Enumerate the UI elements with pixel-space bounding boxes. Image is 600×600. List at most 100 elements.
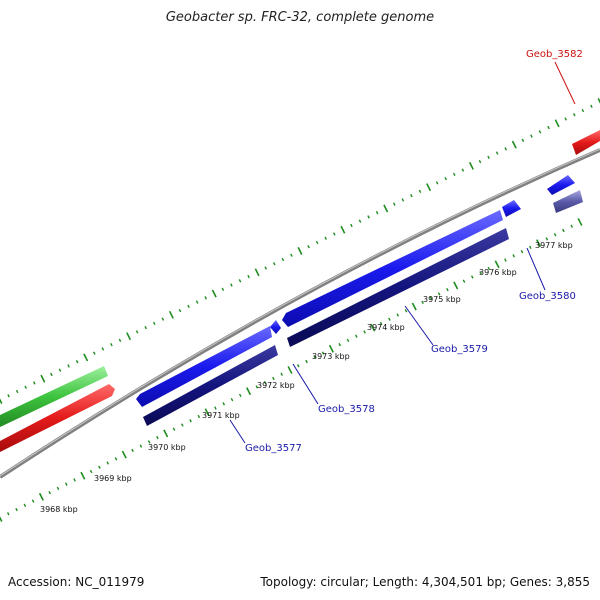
minor-tick bbox=[530, 134, 533, 138]
major-tick bbox=[297, 247, 303, 255]
minor-tick bbox=[135, 330, 139, 334]
leader-geob-3578 bbox=[292, 363, 319, 405]
minor-tick bbox=[538, 130, 542, 134]
gene-label-geob-3579: Geob_3579 bbox=[431, 344, 488, 355]
minor-tick bbox=[58, 368, 62, 372]
scale-label: 3977 kbp bbox=[535, 241, 573, 250]
minor-tick bbox=[15, 507, 18, 512]
major-tick bbox=[453, 281, 459, 290]
cds-navy-long bbox=[287, 228, 509, 347]
minor-tick bbox=[189, 419, 192, 423]
minor-tick bbox=[462, 279, 466, 283]
minor-tick bbox=[195, 300, 199, 304]
minor-tick bbox=[332, 232, 336, 236]
major-tick bbox=[328, 344, 334, 353]
major-tick bbox=[211, 289, 217, 298]
minor-tick bbox=[495, 151, 499, 155]
minor-tick bbox=[32, 381, 36, 385]
scale-label: 3975 kbp bbox=[423, 295, 461, 304]
scale-label: 3970 kbp bbox=[148, 443, 186, 452]
cds-geob-3578 bbox=[143, 345, 278, 426]
minor-tick bbox=[7, 394, 10, 398]
minor-tick bbox=[487, 155, 490, 159]
scale-label: 3973 kbp bbox=[312, 352, 350, 361]
inner-tick-row bbox=[0, 218, 583, 522]
cds-lavender bbox=[553, 190, 583, 213]
major-tick bbox=[411, 302, 417, 311]
major-tick bbox=[40, 374, 46, 383]
minor-tick bbox=[214, 406, 217, 410]
minor-tick bbox=[553, 233, 557, 237]
minor-tick bbox=[221, 287, 225, 291]
minor-tick bbox=[106, 461, 110, 465]
minor-tick bbox=[504, 147, 508, 151]
minor-tick bbox=[110, 343, 113, 347]
minor-tick bbox=[180, 423, 184, 427]
minor-tick bbox=[101, 347, 105, 351]
minor-tick bbox=[290, 253, 293, 257]
leader-geob-3582 bbox=[554, 61, 576, 105]
minor-tick bbox=[89, 469, 93, 474]
minor-tick bbox=[172, 427, 176, 431]
major-tick bbox=[597, 98, 600, 104]
minor-tick bbox=[487, 266, 491, 271]
minor-tick bbox=[31, 499, 35, 503]
scale-label: 3971 kbp bbox=[202, 411, 240, 420]
minor-tick bbox=[152, 321, 156, 326]
cds-right-blue bbox=[547, 175, 575, 195]
minor-tick bbox=[446, 288, 449, 292]
minor-tick bbox=[75, 360, 79, 364]
genome-backbone-highlight bbox=[0, 148, 600, 477]
accession-label: Accession: NC_011979 bbox=[8, 575, 145, 589]
minor-tick bbox=[418, 189, 422, 194]
minor-tick bbox=[204, 296, 208, 300]
minor-tick bbox=[572, 113, 576, 117]
minor-tick bbox=[281, 257, 285, 262]
minor-tick bbox=[23, 503, 27, 507]
leader-geob-3579 bbox=[404, 305, 434, 346]
minor-tick bbox=[307, 245, 310, 249]
minor-tick bbox=[379, 321, 383, 326]
leader-geob-3580 bbox=[526, 247, 546, 291]
red-feature-arrow-left bbox=[0, 384, 115, 452]
minor-tick bbox=[401, 198, 405, 202]
map-title: Geobacter sp. FRC-32, complete genome bbox=[165, 10, 435, 25]
scale-label: 3974 kbp bbox=[367, 323, 405, 332]
minor-tick bbox=[478, 159, 482, 164]
minor-tick bbox=[264, 266, 268, 270]
minor-tick bbox=[521, 138, 525, 142]
cds-geob-3577 bbox=[136, 326, 272, 407]
minor-tick bbox=[56, 486, 60, 491]
major-tick bbox=[246, 387, 252, 396]
minor-tick bbox=[230, 397, 234, 402]
major-tick bbox=[163, 429, 169, 438]
minor-tick bbox=[479, 271, 482, 275]
gene-label-geob-3577: Geob_3577 bbox=[245, 443, 302, 454]
leader-geob-3577 bbox=[229, 419, 246, 444]
minor-tick bbox=[187, 304, 190, 308]
major-tick bbox=[204, 408, 210, 417]
minor-tick bbox=[272, 262, 276, 266]
minor-tick bbox=[147, 440, 151, 444]
minor-tick bbox=[230, 283, 233, 287]
minor-tick bbox=[367, 215, 370, 219]
minor-tick bbox=[238, 393, 242, 398]
minor-tick bbox=[346, 338, 350, 343]
major-tick bbox=[554, 119, 560, 128]
minor-tick bbox=[429, 296, 433, 300]
minor-tick bbox=[363, 330, 366, 334]
major-tick bbox=[287, 366, 293, 374]
minor-tick bbox=[6, 512, 10, 516]
minor-tick bbox=[375, 211, 379, 215]
minor-tick bbox=[139, 444, 143, 448]
minor-tick bbox=[48, 490, 52, 495]
minor-tick bbox=[313, 355, 317, 359]
gene-label-geob-3578: Geob_3578 bbox=[318, 404, 375, 415]
major-tick bbox=[83, 353, 89, 362]
minor-tick bbox=[321, 351, 325, 355]
minor-tick bbox=[396, 313, 400, 317]
minor-tick bbox=[238, 279, 242, 283]
minor-tick bbox=[435, 181, 439, 185]
minor-tick bbox=[528, 245, 532, 250]
